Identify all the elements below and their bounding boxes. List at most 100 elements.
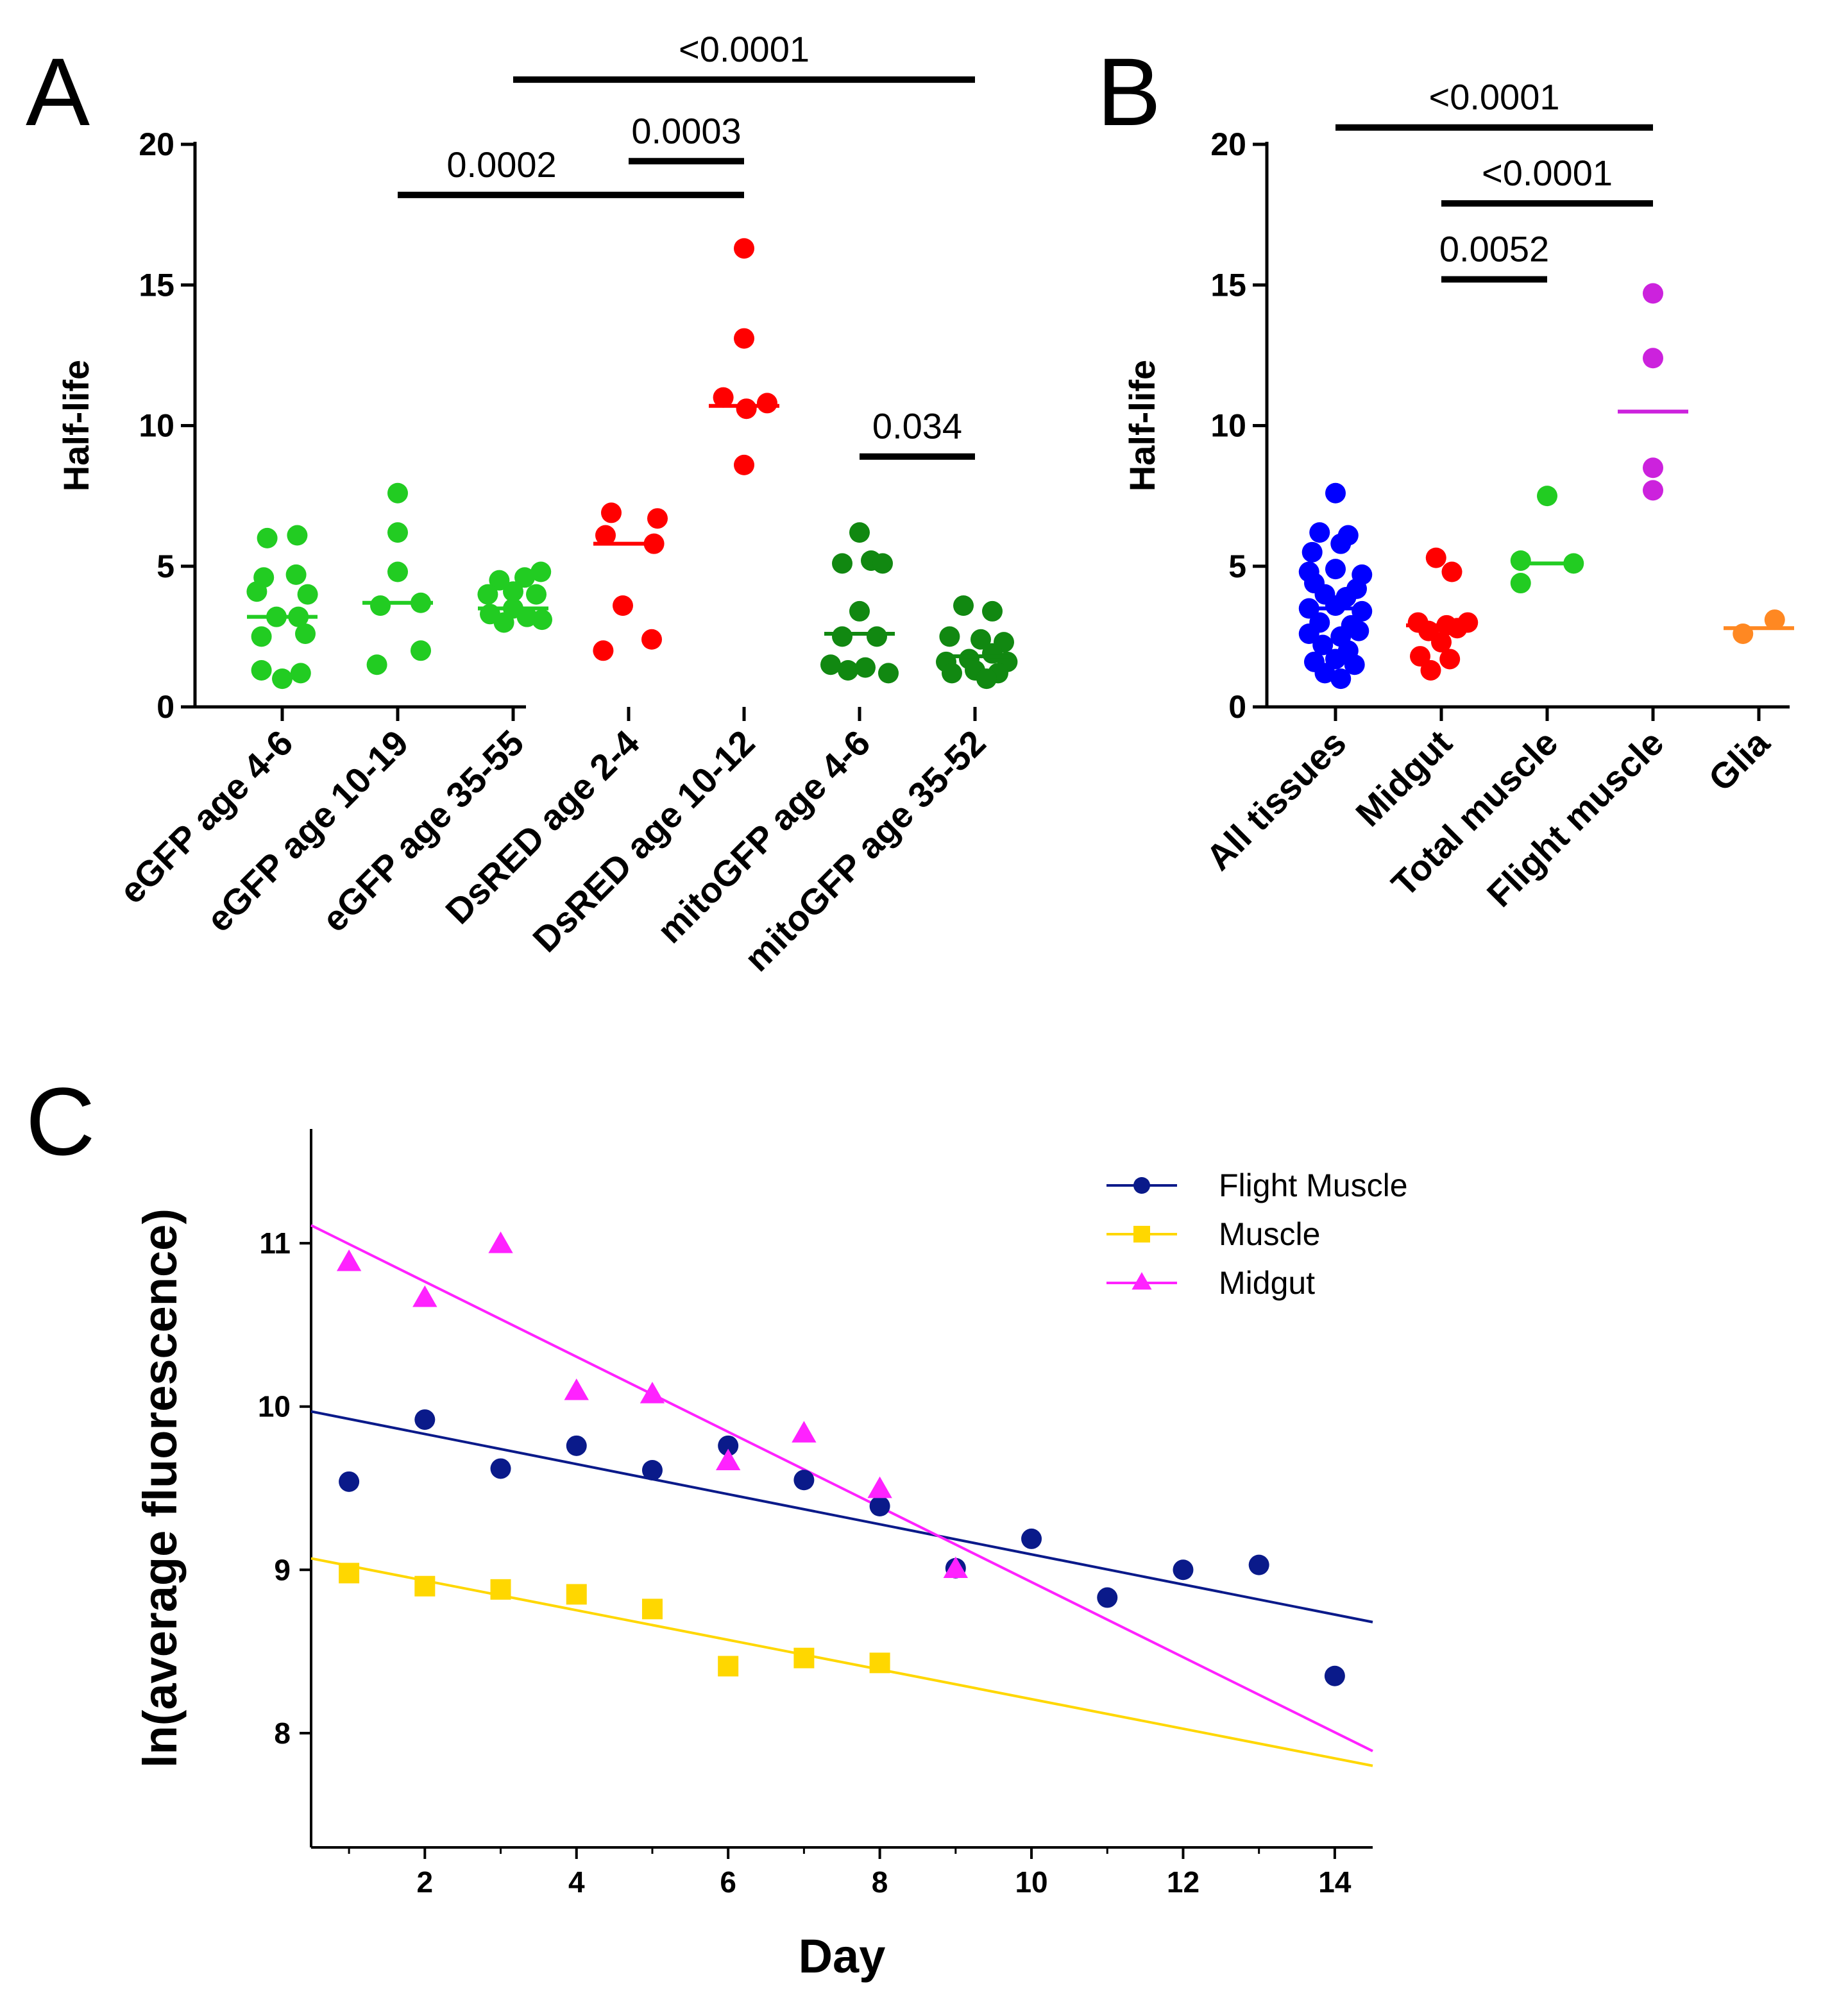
panel-a-data-point: [272, 668, 292, 690]
panel-a-data-point: [849, 600, 870, 622]
legend-marker-muscle: [1133, 1226, 1150, 1243]
panel-c-y-tick-label: 11: [259, 1226, 291, 1260]
panel-a-data-point: [246, 581, 267, 602]
panel-a-data-point: [601, 502, 622, 523]
panel-a-data-point: [939, 626, 960, 647]
panel-a-p-value-label: 0.0002: [446, 144, 556, 185]
panel-c-point-flight-muscle: [490, 1458, 511, 1479]
panel-c-y-tick-label: 9: [274, 1553, 291, 1586]
panel-a-data-point: [285, 564, 307, 585]
panel-b-data-point: [1410, 646, 1430, 667]
panel-a-data-point: [366, 654, 387, 675]
panel-c-fit-line-muscle: [310, 1557, 1373, 1767]
panel-a-y-tick-label: 15: [139, 267, 174, 303]
panel-b-data-point: [1298, 623, 1319, 644]
panel-a-data-point: [595, 525, 616, 546]
panel-c-point-midgut: [867, 1476, 892, 1498]
panel-c-point-midgut: [715, 1448, 741, 1471]
panel-a-data-point: [493, 612, 514, 633]
panel-a-data-point: [982, 643, 1003, 664]
panel-c-point-flight-muscle: [1248, 1554, 1269, 1575]
legend-label-flight-muscle: Flight Muscle: [1219, 1167, 1408, 1203]
panel-c-point-muscle: [793, 1647, 815, 1668]
panel-c-point-flight-muscle: [718, 1435, 739, 1456]
panel-b-y-axis-title: Half-life: [1122, 360, 1162, 491]
panel-a-y-tick-label: 10: [139, 408, 174, 444]
panel-b-data-point: [1643, 283, 1663, 304]
panel-a-p-value-label: 0.0003: [631, 110, 741, 151]
panel-b-y-tick-label: 20: [1210, 126, 1246, 162]
panel-b-data-point: [1325, 595, 1346, 616]
panel-b-data-point: [1325, 649, 1346, 670]
panel-c-y-tick-label: 8: [274, 1717, 291, 1750]
panel-b-data-point: [1537, 486, 1557, 507]
panel-a-p-value-label: 0.034: [872, 406, 962, 446]
panel-c-y-tick-label: 10: [258, 1390, 291, 1423]
panel-a-data-point: [976, 668, 997, 690]
panel-c-point-flight-muscle: [869, 1496, 890, 1516]
panel-b-data-point: [1510, 550, 1531, 571]
panel-a-data-point: [387, 561, 408, 582]
panel-a-data-point: [820, 654, 841, 675]
panel-c-point-midgut: [412, 1285, 437, 1307]
panel-a-data-point: [872, 553, 893, 574]
panel-a-data-point: [516, 606, 538, 627]
panel-c-x-tick-label: 14: [1318, 1865, 1352, 1899]
panel-a-data-point: [734, 328, 754, 349]
panel-c-x-axis-title: Day: [799, 1930, 886, 1983]
panel-c-point-flight-muscle: [1173, 1559, 1194, 1581]
panel-a-data-point: [290, 663, 311, 684]
panel-b-y-tick-label: 15: [1210, 267, 1246, 303]
panel-b-data-point: [1312, 634, 1334, 656]
panel-a-data-point: [736, 398, 757, 420]
panel-a-y-axis-title: Half-life: [56, 360, 96, 491]
panel-a-data-point: [593, 640, 614, 661]
panel-b-p-value-label: <0.0001: [1482, 153, 1613, 193]
panel-c-x-tick-label: 4: [568, 1865, 585, 1899]
panel-a-data-point: [251, 659, 272, 681]
legend-marker-midgut: [1132, 1272, 1152, 1290]
panel-c-point-muscle: [641, 1599, 663, 1620]
panel-a-data-point: [855, 657, 876, 678]
panel-a-data-point: [411, 640, 431, 661]
panel-a-data-point: [526, 584, 547, 605]
legend-marker-flight-muscle: [1133, 1177, 1150, 1194]
panel-c-chart: 2 4 6 8 10 12 14 8 9 10 11 Day ln(average fluorescen…: [133, 1129, 1408, 1983]
panel-b-data-point: [1510, 573, 1531, 594]
panel-b-data-point: [1441, 561, 1462, 582]
panel-label-c: C: [26, 1067, 95, 1175]
panel-b-p-value-label: 0.0052: [1439, 228, 1549, 269]
panel-b-data-point: [1309, 522, 1330, 543]
panel-c-y-axis-title: ln(average fluorescence): [133, 1209, 187, 1768]
panel-a-y-tick-label: 5: [157, 548, 174, 584]
panel-label-b: B: [1097, 38, 1161, 146]
panel-c-point-flight-muscle: [1021, 1528, 1042, 1549]
panel-c-point-flight-muscle: [566, 1435, 587, 1456]
panel-a-data-point: [387, 482, 408, 504]
panel-b-data-point: [1325, 482, 1346, 504]
panel-b-data-point: [1643, 480, 1663, 501]
legend-label-muscle: Muscle: [1219, 1216, 1320, 1252]
panel-a-data-point: [942, 663, 962, 684]
panel-c-point-midgut: [943, 1556, 969, 1579]
panel-c-point-flight-muscle: [641, 1460, 663, 1480]
panel-c-point-muscle: [869, 1652, 890, 1674]
panel-c-point-midgut: [564, 1378, 589, 1400]
panel-a-data-point: [982, 600, 1003, 622]
panel-a-data-point: [971, 629, 991, 650]
panel-c-point-flight-muscle: [1097, 1587, 1118, 1608]
panel-a-data-point: [503, 581, 523, 602]
panel-a-data-point: [530, 561, 552, 582]
panel-c-x-tick-label: 6: [720, 1865, 736, 1899]
panel-a-data-point: [287, 525, 308, 546]
panel-b-data-point: [1764, 609, 1785, 631]
panel-c-point-midgut: [640, 1382, 665, 1404]
panel-c-point-muscle: [566, 1584, 587, 1605]
panel-b-data-point: [1431, 632, 1452, 653]
panel-a-data-point: [477, 584, 498, 605]
panel-a-data-point: [514, 567, 535, 588]
panel-a-data-point: [838, 659, 858, 681]
panel-c-point-flight-muscle: [414, 1409, 436, 1430]
panel-a-y-tick-label: 0: [157, 689, 174, 725]
